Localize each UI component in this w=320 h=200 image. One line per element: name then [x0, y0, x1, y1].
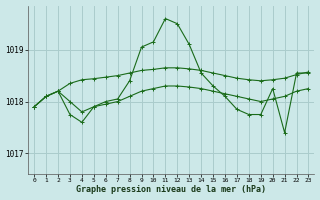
X-axis label: Graphe pression niveau de la mer (hPa): Graphe pression niveau de la mer (hPa) [76, 185, 266, 194]
